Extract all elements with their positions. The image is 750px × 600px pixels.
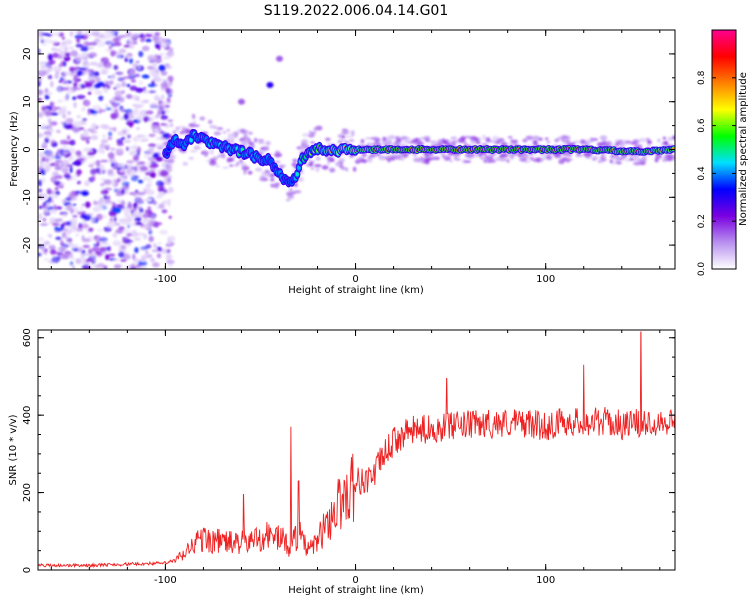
colorbar-ticks: 0.0 0.2 0.4 0.6 0.8	[697, 70, 736, 276]
snr-background	[38, 330, 675, 570]
x-tick-label: 0	[352, 274, 358, 285]
y-tick-label: 600	[22, 328, 33, 347]
page-title: S119.2022.006.04.14.G01	[264, 3, 449, 19]
y-tick-label: 0	[22, 567, 33, 573]
spectral-blob	[276, 55, 283, 62]
frequency-ridge	[162, 128, 675, 188]
snr-panel: -100 0 100 0 200 400 600 Height of straight l…	[8, 328, 676, 596]
snr-x-axis-label: Height of straight line (km)	[288, 585, 424, 596]
x-tick-label: 0	[352, 575, 358, 586]
x-tick-label: 100	[536, 274, 555, 285]
spectral-blob	[238, 98, 245, 105]
snr-series-line	[38, 331, 675, 569]
colorbar-tick-label: 0.0	[697, 262, 707, 277]
spectrogram-y-axis-label: Frequency (Hz)	[9, 111, 20, 187]
noise-region	[38, 30, 176, 269]
y-tick-label: 400	[22, 406, 33, 425]
snr-x-ticks: -100 0 100	[50, 330, 661, 586]
snr-frame	[37, 329, 676, 571]
y-tick-label: 10	[22, 95, 33, 108]
colorbar-tick-label: 0.6	[697, 118, 707, 133]
y-tick-label: -20	[22, 237, 33, 253]
snr-y-axis-label: SNR (10 * v/v)	[8, 414, 19, 485]
y-tick-label: 200	[22, 483, 33, 502]
spectral-blob	[266, 82, 274, 88]
x-tick-label: 100	[536, 575, 555, 586]
colorbar-tick-label: 0.4	[697, 166, 707, 181]
snr-y-ticks: 0 200 400 600	[22, 328, 675, 573]
colorbar-label: Normalized spectral amplitude	[738, 72, 749, 226]
x-tick-label: -100	[154, 274, 177, 285]
spectrogram-y-ticks: -20 -10 0 10 20	[22, 29, 675, 270]
colorbar: 0.0 0.2 0.4 0.6 0.8 Normalized spectral ampl…	[697, 29, 749, 276]
y-tick-label: -10	[22, 189, 33, 205]
colorbar-tick-label: 0.8	[697, 70, 707, 85]
colorbar-tick-label: 0.2	[697, 214, 707, 228]
y-tick-label: 0	[22, 146, 33, 152]
spectrogram-x-ticks: -100 0 100	[50, 30, 661, 285]
spectrogram-x-axis-label: Height of straight line (km)	[288, 285, 424, 296]
colorbar-gradient	[711, 29, 737, 270]
x-tick-label: -100	[154, 575, 177, 586]
y-tick-label: 20	[22, 48, 33, 61]
